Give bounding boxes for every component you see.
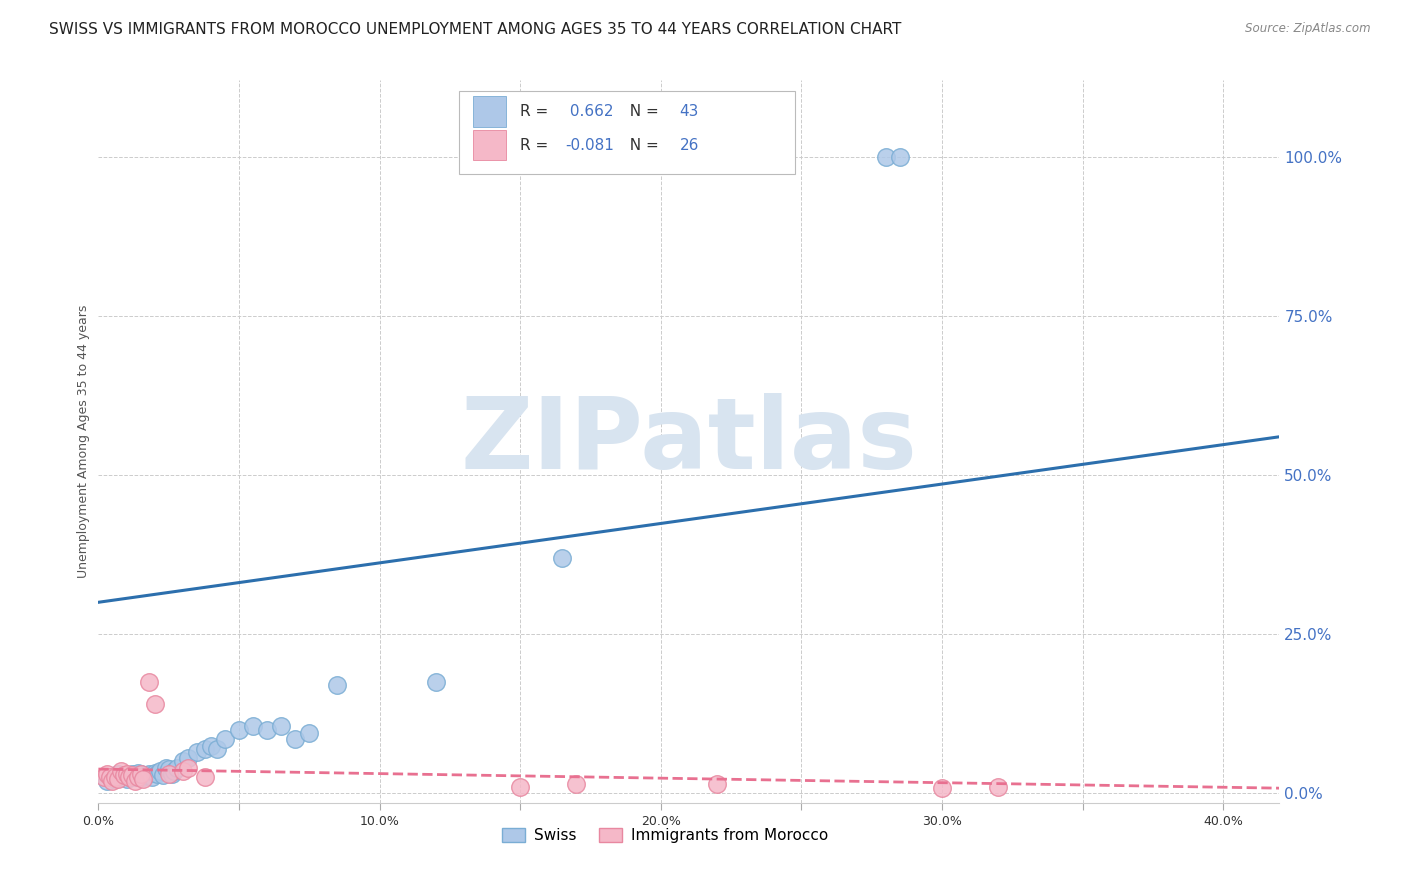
Point (152, 768, 174, 782)
Point (889, 150, 911, 164)
Point (186, 745, 208, 759)
Point (118, 770, 141, 784)
Point (138, 767, 160, 781)
Point (118, 770, 141, 784)
Point (143, 765, 166, 780)
Point (112, 768, 135, 782)
Point (115, 767, 138, 781)
Text: Source: ZipAtlas.com: Source: ZipAtlas.com (1246, 22, 1371, 36)
Point (141, 770, 163, 784)
Text: 26: 26 (679, 137, 699, 153)
Point (155, 761, 177, 775)
Point (177, 761, 200, 775)
Point (138, 674, 160, 689)
Text: R =: R = (520, 137, 553, 153)
Point (96, 767, 118, 781)
Point (298, 725, 321, 739)
Point (551, 550, 574, 565)
Point (326, 678, 349, 692)
Point (172, 764, 194, 778)
Point (194, 741, 217, 756)
Point (270, 719, 292, 733)
Point (110, 764, 132, 778)
Point (107, 767, 129, 781)
Point (931, 781, 953, 796)
Point (242, 719, 264, 733)
Point (107, 772, 129, 787)
Point (214, 732, 236, 747)
Point (194, 770, 217, 784)
Point (987, 780, 1010, 794)
Text: N =: N = (620, 137, 664, 153)
Point (127, 770, 149, 784)
Point (157, 762, 180, 776)
Text: ZIPatlas: ZIPatlas (461, 393, 917, 490)
Point (121, 767, 143, 781)
Point (115, 772, 138, 787)
Point (509, 780, 531, 794)
Point (256, 723, 278, 737)
Point (129, 767, 152, 781)
Point (104, 772, 127, 787)
Point (200, 739, 222, 753)
Point (160, 767, 183, 781)
Point (101, 770, 124, 784)
Point (93, 770, 115, 784)
Text: 0.662: 0.662 (565, 103, 613, 119)
Point (112, 768, 135, 782)
Point (132, 770, 155, 784)
Point (98, 770, 121, 784)
Point (104, 770, 127, 784)
Point (124, 770, 146, 784)
Point (132, 772, 155, 787)
Point (129, 767, 152, 781)
Text: R =: R = (520, 103, 553, 119)
Point (166, 761, 188, 775)
Point (110, 770, 132, 784)
Point (228, 723, 250, 737)
Point (96, 773, 118, 788)
Point (875, 150, 897, 164)
Text: 43: 43 (679, 103, 699, 119)
FancyBboxPatch shape (472, 130, 506, 161)
Point (565, 777, 588, 791)
Point (146, 767, 169, 781)
Point (143, 697, 166, 711)
Point (706, 777, 728, 791)
Point (177, 751, 200, 765)
Point (205, 741, 228, 756)
Point (149, 764, 172, 778)
Legend: Swiss, Immigrants from Morocco: Swiss, Immigrants from Morocco (496, 822, 835, 849)
Point (284, 732, 307, 747)
FancyBboxPatch shape (458, 91, 796, 174)
Point (425, 674, 447, 689)
Point (163, 764, 186, 778)
Point (172, 755, 194, 769)
Point (124, 773, 146, 788)
FancyBboxPatch shape (472, 96, 506, 127)
Point (121, 768, 143, 782)
Y-axis label: Unemployment Among Ages 35 to 44 years: Unemployment Among Ages 35 to 44 years (77, 305, 90, 578)
Text: SWISS VS IMMIGRANTS FROM MOROCCO UNEMPLOYMENT AMONG AGES 35 TO 44 YEARS CORRELAT: SWISS VS IMMIGRANTS FROM MOROCCO UNEMPLO… (49, 22, 901, 37)
Text: -0.081: -0.081 (565, 137, 614, 153)
Text: N =: N = (620, 103, 664, 119)
Point (127, 765, 149, 780)
Point (135, 768, 157, 782)
Point (101, 773, 124, 788)
Point (157, 767, 180, 781)
